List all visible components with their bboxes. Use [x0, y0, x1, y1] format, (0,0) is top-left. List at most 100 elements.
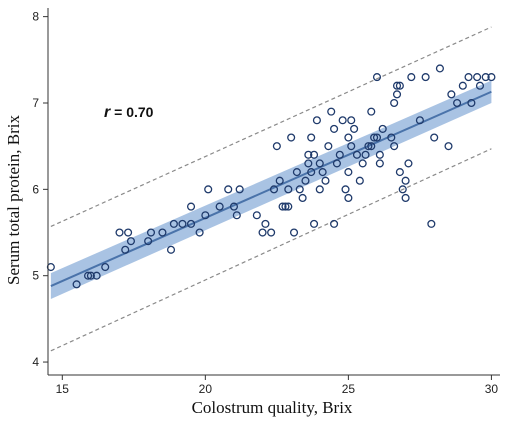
- y-axis-ticks: 4 5 6 7 8: [32, 10, 48, 369]
- data-point: [178, 219, 187, 228]
- data-point: [324, 142, 333, 151]
- y-tick-label: 4: [32, 355, 39, 369]
- data-point: [312, 116, 321, 125]
- data-point: [361, 150, 370, 159]
- data-point: [195, 228, 204, 237]
- data-point: [341, 185, 350, 194]
- data-point: [372, 73, 382, 82]
- x-tick-label: 25: [342, 382, 356, 396]
- data-point: [453, 98, 462, 108]
- x-axis-ticks: 15 20 25 30: [56, 375, 499, 396]
- data-point: [144, 237, 153, 246]
- data-points: [46, 64, 496, 289]
- correlation-value: = 0.70: [110, 104, 153, 120]
- data-point: [464, 73, 473, 82]
- data-point: [298, 193, 307, 203]
- data-point: [407, 73, 416, 82]
- data-point: [115, 228, 124, 237]
- data-point: [347, 142, 356, 151]
- data-point: [304, 159, 313, 168]
- data-point: [330, 124, 339, 133]
- prediction-interval-upper-line: [50, 26, 492, 228]
- data-point: [224, 185, 233, 194]
- data-point: [310, 150, 319, 159]
- data-point: [307, 168, 316, 177]
- data-point: [335, 150, 344, 159]
- data-point: [281, 202, 290, 211]
- data-point: [375, 159, 384, 168]
- data-point: [258, 228, 267, 237]
- data-point: [295, 185, 304, 194]
- data-point: [367, 107, 376, 116]
- data-point: [355, 176, 364, 185]
- correlation-annotation: r = 0.70: [104, 104, 154, 121]
- data-point: [315, 159, 324, 168]
- data-point: [427, 219, 436, 228]
- y-tick-label: 7: [32, 96, 39, 110]
- data-point: [367, 142, 376, 151]
- data-point: [307, 133, 316, 142]
- data-point: [229, 202, 238, 211]
- data-point: [401, 176, 410, 185]
- data-point: [201, 211, 210, 220]
- data-point: [158, 228, 167, 237]
- data-point: [481, 73, 490, 82]
- data-point: [289, 228, 299, 237]
- data-point: [235, 185, 244, 194]
- data-point: [121, 245, 130, 254]
- data-point: [269, 185, 279, 194]
- x-tick-label: 30: [485, 382, 499, 396]
- y-tick-label: 5: [32, 269, 39, 283]
- data-point: [169, 219, 178, 228]
- data-point: [301, 176, 310, 185]
- data-point: [404, 159, 413, 168]
- data-point: [358, 159, 367, 168]
- data-point: [327, 107, 336, 116]
- data-point: [430, 133, 439, 142]
- data-point: [287, 133, 296, 142]
- data-point: [101, 263, 110, 272]
- data-point: [401, 193, 410, 203]
- data-point: [375, 150, 384, 159]
- data-point: [124, 228, 133, 237]
- x-axis-title: Colostrum quality, Brix: [192, 398, 353, 417]
- data-point: [370, 133, 379, 142]
- data-point: [321, 176, 330, 185]
- data-point: [421, 73, 430, 82]
- data-point: [92, 271, 101, 280]
- data-point: [372, 133, 382, 142]
- data-point: [166, 245, 176, 254]
- data-point: [395, 168, 404, 177]
- data-point: [330, 219, 339, 228]
- prediction-interval-lower-line: [50, 148, 492, 352]
- data-point: [447, 90, 456, 99]
- data-point: [126, 237, 136, 246]
- data-point: [467, 98, 476, 108]
- data-point: [186, 219, 196, 228]
- data-point: [392, 90, 402, 99]
- data-point: [387, 133, 396, 142]
- data-point: [390, 142, 399, 151]
- data-point: [318, 168, 327, 177]
- data-point: [267, 228, 276, 237]
- data-point: [315, 185, 324, 194]
- data-point: [215, 202, 224, 211]
- y-tick-label: 8: [32, 10, 39, 24]
- data-point: [344, 193, 353, 203]
- data-point: [146, 228, 156, 237]
- data-point: [310, 219, 319, 228]
- data-point: [398, 185, 407, 194]
- data-point: [46, 263, 55, 272]
- data-point: [338, 116, 347, 125]
- data-point: [275, 176, 284, 185]
- data-point: [278, 202, 287, 211]
- data-point: [344, 133, 353, 142]
- x-tick-label: 15: [56, 382, 70, 396]
- data-point: [261, 219, 270, 228]
- data-point: [86, 271, 95, 280]
- data-point: [284, 202, 293, 211]
- data-point: [364, 142, 373, 151]
- data-point: [392, 81, 402, 90]
- data-point: [232, 211, 241, 220]
